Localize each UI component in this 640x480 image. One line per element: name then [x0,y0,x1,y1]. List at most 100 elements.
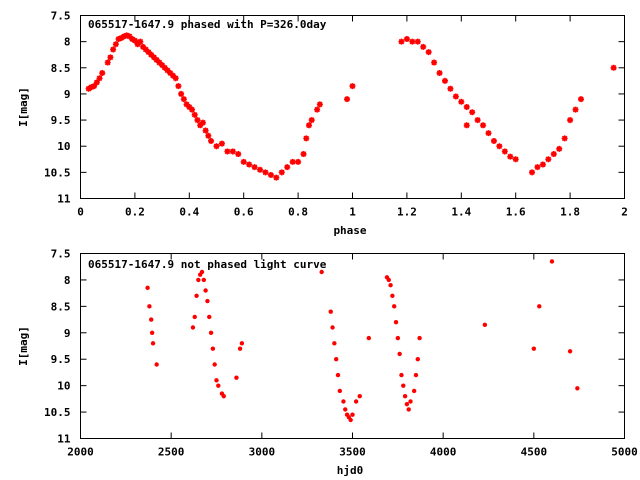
phased-x-tick-label: 0.2 [125,206,145,219]
phased-data-point [295,158,302,165]
phased-y-tick-label: 10.5 [44,166,71,179]
phased-data-point [96,75,103,82]
unphased-data-point [343,407,348,412]
unphased-data-point [205,298,210,304]
unphased-x-tick-label: 5000 [611,446,638,459]
unphased-data-point [353,399,359,404]
unphased-y-tick-label: 9 [64,327,71,340]
unphased-x-tick-label: 2500 [158,446,185,459]
phased-data-point [344,96,351,103]
unphased-data-point [482,322,488,328]
unphased-light-curve-panel: 2000 2500 3000 3500 4000 4500 5000 7.5 8 8.5 9 9.5 1… [17,248,638,478]
unphased-y-tick-label: 11 [57,433,71,446]
phased-data-point [273,174,280,181]
unphased-data-point [330,325,335,330]
phased-data-point [577,96,584,103]
phased-axis-ticks: 0 0.2 0.4 0.6 0.8 1 1.2 1.4 1.6 1.8 2 7.5 8 8.5 9 9.5 10… [44,10,628,219]
unphased-data-point [549,259,555,264]
unphased-data-point [401,383,406,388]
phased-data-point [284,164,291,171]
phased-data-point [485,130,492,137]
unphased-data-point [319,269,324,275]
phased-x-tick-label: 0 [77,206,84,219]
phased-data-point [436,70,443,77]
phased-data-point [458,98,465,105]
unphased-x-axis-label: hjd0 [337,464,364,477]
unphased-data-point [154,362,159,367]
phased-data-point [409,38,416,45]
phased-data-point [180,96,187,103]
unphased-data-point [208,330,214,335]
phased-data-point [137,38,144,45]
phased-light-curve-panel: 0 0.2 0.4 0.6 0.8 1 1.2 1.4 1.6 1.8 2 7.5 8 8.5 9 9.5 10… [17,10,628,238]
phased-data-point [191,111,198,118]
unphased-data-point [203,288,208,293]
phased-data-point [463,104,470,110]
phased-plot-frame [80,15,625,199]
unphased-data-point [239,341,245,346]
phased-data-point [267,171,274,178]
phased-data-point [257,166,264,173]
unphased-data-point [386,277,391,283]
unphased-data-point [408,399,413,404]
unphased-data-point [192,314,197,320]
phased-y-tick-label: 9 [64,88,71,101]
phased-data-point [610,64,617,71]
phased-chart-title: 065517-1647.9 phased with P=326.0day [88,18,327,31]
unphased-data-point [567,349,573,354]
unphased-data-point [328,309,333,314]
unphased-data-point [337,388,343,394]
unphased-data-point [234,375,239,380]
phased-data-point [300,151,307,158]
phased-data-point [303,135,310,142]
unphased-data-point [575,386,580,391]
unphased-data-point [537,304,542,309]
unphased-data-point [397,351,402,357]
phased-x-tick-label: 0.6 [234,206,254,219]
phased-data-point [545,156,552,163]
phased-y-tick-label: 11 [57,193,71,206]
unphased-y-tick-label: 8 [64,274,71,287]
phased-data-point [110,46,117,53]
phased-data-point [99,70,106,77]
unphased-data-point [411,388,417,394]
phased-data-point [512,156,519,163]
unphased-data-point [196,277,201,283]
unphased-data-point [350,412,355,417]
phased-data-point [403,36,410,43]
phased-data-point [202,127,209,134]
phased-x-tick-label: 0.8 [288,206,308,219]
unphased-data-point [390,293,395,298]
phased-y-axis-label: I[mag] [17,87,30,127]
phased-data-point [189,106,196,113]
phased-y-tick-label: 9.5 [51,114,71,127]
unphased-data-point [207,314,212,320]
phased-data-point [539,161,546,168]
unphased-data-points [145,259,580,423]
phased-y-tick-label: 8 [64,36,71,49]
phased-data-point [175,83,182,90]
unphased-x-tick-label: 3000 [249,446,276,459]
unphased-data-point [406,407,411,412]
phased-data-point [469,109,476,116]
phased-data-point [199,119,206,126]
unphased-data-point [348,417,353,423]
phased-data-point [235,151,242,158]
unphased-data-point [149,317,154,322]
unphased-data-point [388,283,393,288]
phased-data-point [104,59,111,66]
unphased-x-tick-label: 2000 [67,446,94,459]
phased-x-tick-label: 2 [621,206,628,219]
phased-data-point [218,140,225,147]
unphased-data-point [147,304,152,309]
unphased-data-point [357,394,362,399]
phased-data-point [224,148,231,155]
unphased-x-tick-label: 3500 [339,446,366,459]
phased-y-tick-label: 10 [57,140,70,153]
unphased-data-point [366,335,372,341]
phased-data-point [178,90,185,97]
unphased-data-point [221,394,226,399]
unphased-y-tick-label: 10.5 [44,406,71,419]
phased-data-point [567,117,574,124]
